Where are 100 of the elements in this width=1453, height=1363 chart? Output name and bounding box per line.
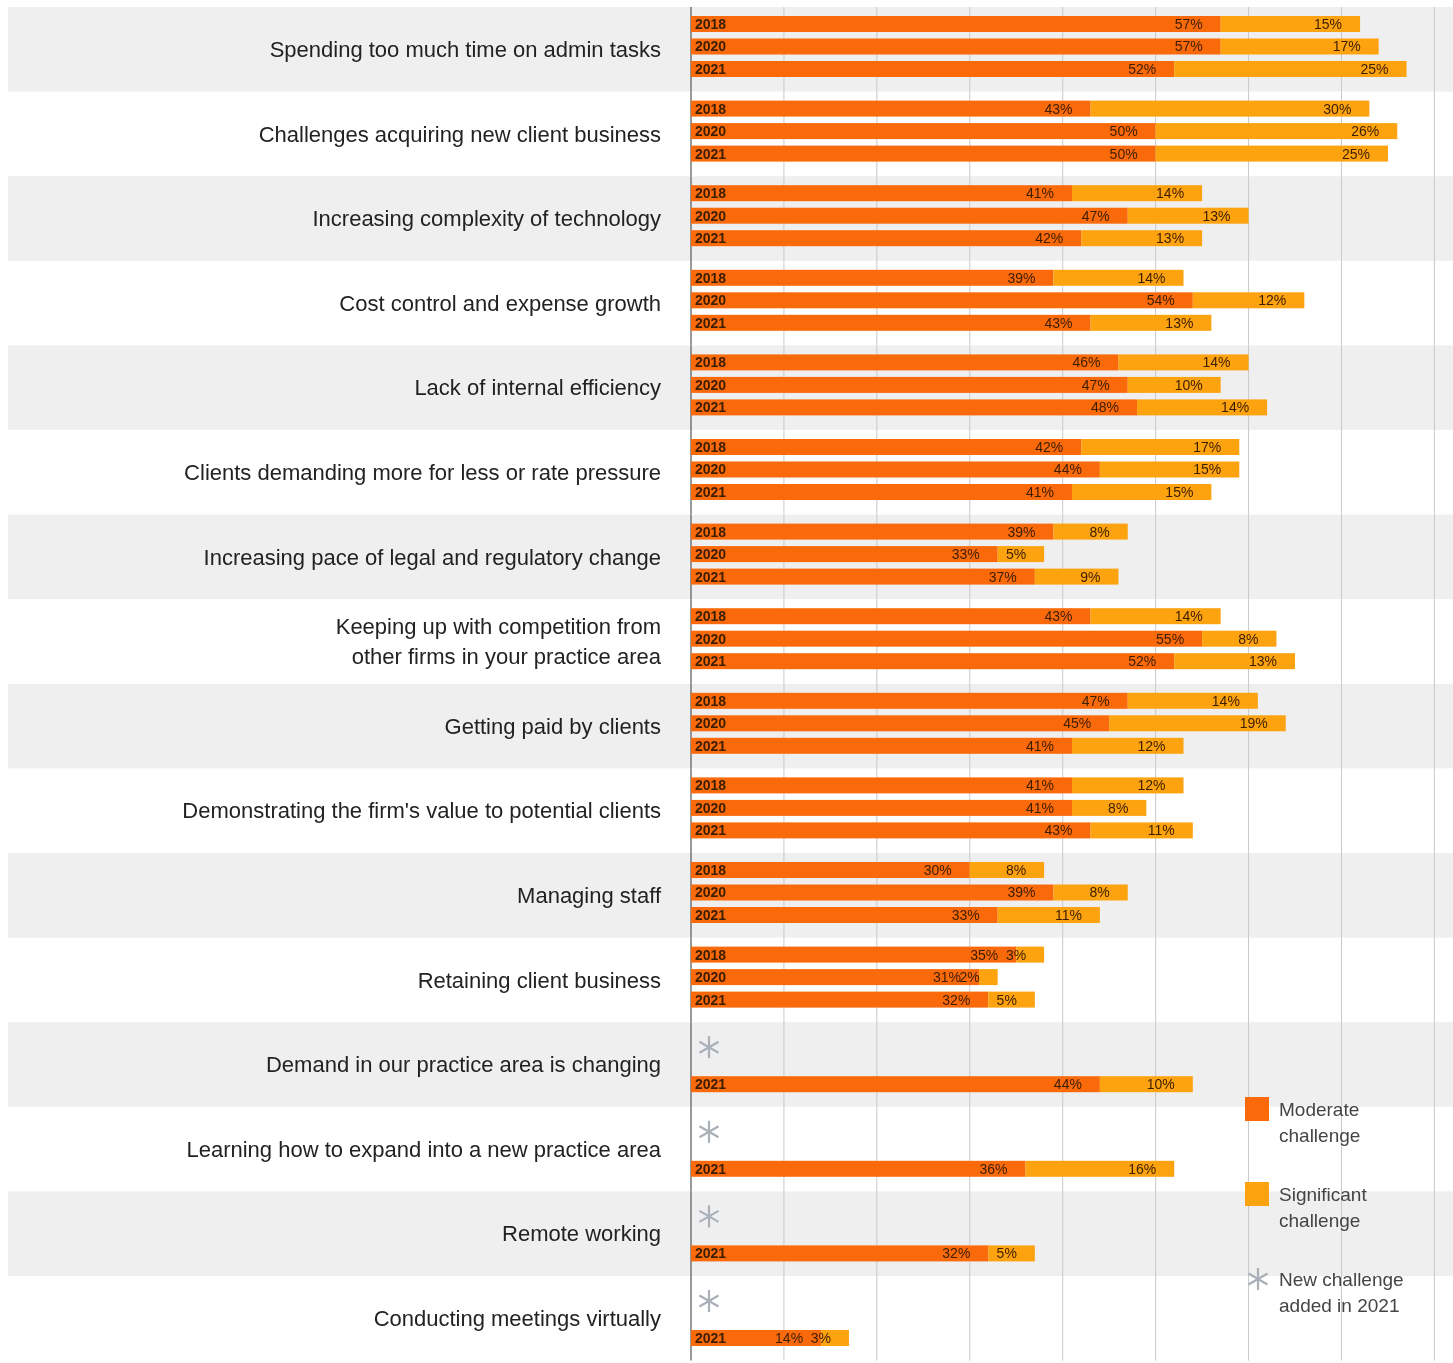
text: Learning how to expand into a new practice area: [186, 1136, 662, 1162]
text: Retaining client business: [417, 967, 661, 993]
bar: [1090, 100, 1370, 117]
y-tick-label: 2021: [695, 483, 727, 500]
text: Demonstrating the firm's value to potential clients: [182, 798, 661, 824]
y-tick-label: 2018: [695, 946, 727, 963]
bar: [1155, 123, 1398, 140]
data-label: 50%: [1109, 145, 1138, 162]
data-label: 43%: [1044, 314, 1073, 331]
bar: [1174, 61, 1407, 77]
bar: [997, 907, 1100, 923]
bar: [1053, 269, 1184, 286]
bar: [691, 145, 1156, 162]
y-tick-label: 2018: [695, 100, 727, 117]
data-label: 42%: [1035, 230, 1064, 247]
data-label: 31%: [933, 969, 962, 985]
y-tick-label: 2021: [695, 822, 727, 839]
text: Spending too much time on admin tasks: [269, 37, 661, 62]
data-label: 13%: [1202, 207, 1231, 224]
bar: [691, 399, 1138, 416]
text: Cost control and expense growth: [339, 290, 661, 316]
bar: [1081, 230, 1203, 247]
legend-label: Moderate challenge: [1279, 1098, 1361, 1146]
text: Demand in our practice area is changing: [265, 1052, 661, 1078]
data-label: 14%: [1202, 354, 1231, 371]
text: Increasing complexity of technology: [312, 206, 661, 232]
data-label: 39%: [1007, 269, 1036, 286]
data-label: 25%: [1360, 60, 1389, 77]
y-tick-label: 2018: [695, 185, 727, 202]
y-tick-label: 2021: [695, 1329, 727, 1346]
data-label: 11%: [1054, 906, 1082, 923]
y-tick-label: 2018: [695, 777, 727, 794]
data-label: 30%: [1323, 100, 1352, 117]
y-tick-label: 2021: [695, 906, 727, 923]
data-label: 5%: [996, 991, 1017, 1008]
y-tick-label: 2021: [695, 1076, 727, 1093]
data-label: 36%: [979, 1160, 1008, 1177]
y-tick-label: 2020: [695, 969, 727, 985]
text: Challenges acquiring new client business: [258, 121, 661, 147]
bar: [691, 16, 1221, 32]
y-tick-label: 2020: [695, 123, 727, 139]
y-tick-label: 2020: [695, 630, 727, 647]
legend-label: Significant challenge: [1279, 1183, 1368, 1231]
data-label: 13%: [1156, 230, 1185, 247]
data-label: 3%: [1005, 946, 1027, 963]
bar: [1127, 207, 1249, 224]
data-label: 44%: [1053, 461, 1082, 478]
data-label: 12%: [1137, 737, 1166, 754]
data-label: 19%: [1239, 715, 1268, 732]
bar: [691, 484, 1072, 500]
y-tick-label: 2020: [695, 546, 727, 562]
data-label: 25%: [1341, 145, 1370, 162]
bar: [1072, 777, 1184, 794]
bar: [1109, 715, 1286, 732]
y-tick-label: 2018: [695, 354, 727, 371]
text: Clients demanding more for less or rate pressure: [184, 460, 661, 485]
y-tick-label: 2018: [695, 438, 727, 455]
data-label: 8%: [1238, 630, 1259, 647]
data-label: 32%: [942, 991, 971, 1008]
y-tick-label: 2020: [695, 461, 727, 478]
data-label: 8%: [1005, 861, 1027, 878]
data-label: 17%: [1332, 38, 1361, 55]
y-tick-label: 2018: [695, 608, 727, 625]
bar: [691, 269, 1054, 286]
y-tick-label: 2018: [695, 692, 727, 709]
data-label: 14%: [1211, 692, 1240, 709]
data-label: 14%: [1221, 399, 1250, 416]
bar: [1090, 314, 1212, 331]
text: Lack of internal efficiency: [414, 375, 661, 401]
data-label: 39%: [1007, 523, 1036, 540]
data-label: 13%: [1165, 314, 1194, 331]
bar: [691, 737, 1072, 754]
y-tick-label: 2018: [695, 269, 727, 286]
y-tick-label: 2021: [695, 314, 727, 331]
y-tick-label: 2021: [695, 145, 727, 162]
text: Remote working: [502, 1221, 661, 1247]
data-label: 35%: [970, 946, 999, 963]
bar: [691, 354, 1119, 371]
y-tick-label: 2021: [695, 737, 727, 754]
data-label: 32%: [942, 1245, 971, 1262]
bar: [1090, 822, 1193, 839]
data-label: 47%: [1081, 207, 1110, 224]
data-label: 5%: [996, 1245, 1017, 1262]
data-label: 30%: [923, 861, 952, 878]
data-label: 12%: [1137, 777, 1166, 794]
bar: [691, 461, 1100, 478]
data-label: 47%: [1081, 376, 1110, 393]
bar: [1155, 145, 1388, 162]
bar: [691, 884, 1054, 901]
bar: [691, 292, 1193, 309]
bar: [691, 100, 1091, 117]
bar: [1072, 185, 1203, 202]
bar: [1127, 692, 1258, 709]
bar: [1072, 737, 1184, 754]
y-tick-label: 2021: [695, 230, 727, 247]
bar: [1099, 461, 1240, 478]
data-label: 43%: [1044, 822, 1073, 839]
y-tick-label: 2021: [695, 1245, 727, 1262]
bar: [691, 862, 970, 878]
data-label: 48%: [1091, 399, 1120, 416]
